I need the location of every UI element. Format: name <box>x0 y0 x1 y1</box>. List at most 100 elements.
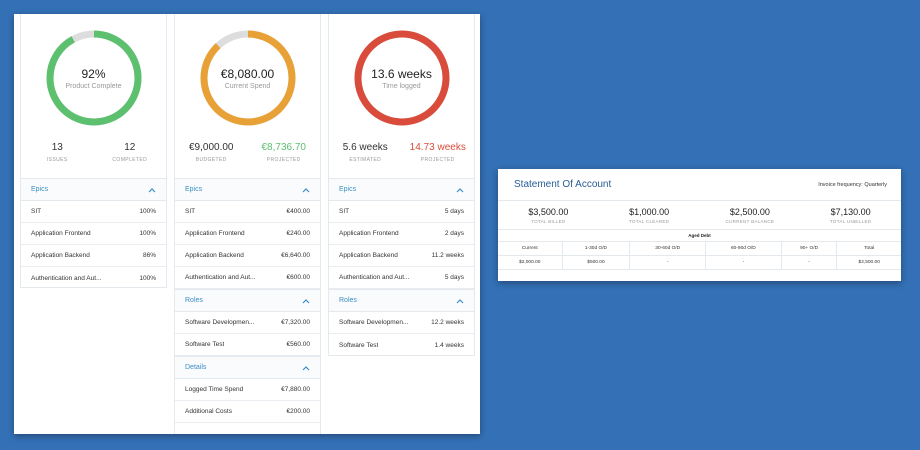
stat-value: $7,130.00 <box>830 206 871 217</box>
stat-label: TOTAL UNBILLED <box>829 218 872 224</box>
time-ring: 13.6 weeks Time logged <box>352 28 452 128</box>
total-unbilled-stat: $7,130.00 TOTAL UNBILLED <box>800 207 901 224</box>
list-item: Authentication and Aut... €600.00 <box>175 267 320 289</box>
list-item: SIT 5 days <box>329 201 474 223</box>
stats-row: 5.6 weeks ESTIMATED 14.73 weeks PROJECTE… <box>329 142 474 168</box>
list-item: SIT €400.00 <box>175 201 320 223</box>
statement-stats: $3,500.00 TOTAL BILLED $1,000.00 TOTAL C… <box>498 201 901 230</box>
row-value: €600.00 <box>286 274 311 281</box>
list-item: Software Developmen... €7,320.00 <box>175 312 320 334</box>
epics-section-header[interactable]: Epics <box>329 178 474 201</box>
chevron-up-icon[interactable] <box>302 298 310 304</box>
list-item: Software Developmen... 12.2 weeks <box>329 312 474 334</box>
table-cell: $2,000.00 <box>498 255 563 270</box>
invoice-frequency: Invoice frequency: Quarterly <box>818 181 887 188</box>
roles-section-header[interactable]: Roles <box>329 289 474 312</box>
row-label: Application Backend <box>339 252 398 259</box>
section-title: Details <box>185 364 207 371</box>
stat-value: 5.6 weeks <box>342 142 388 153</box>
stat-value: €9,000.00 <box>189 142 234 153</box>
stat-value: $1,000.00 <box>629 206 670 217</box>
epics-section-header[interactable]: Epics <box>21 178 166 201</box>
row-label: SIT <box>185 208 196 215</box>
stat-value: 12 <box>124 142 136 153</box>
row-label: Application Frontend <box>31 230 91 237</box>
row-label: Software Test <box>185 341 225 348</box>
spend-ring: €8,080.00 Current Spend <box>198 28 298 128</box>
table-cell: - <box>705 255 782 270</box>
table-cell: - <box>629 255 707 270</box>
row-value: €7,880.00 <box>281 386 310 393</box>
row-value: 1.4 weeks <box>434 341 464 349</box>
estimated-stat: 5.6 weeks ESTIMATED <box>329 142 402 168</box>
column-header: 90+ O/D <box>781 242 838 256</box>
list-item: Application Backend €6,640.00 <box>175 245 320 267</box>
row-label: Additional Costs <box>185 408 232 415</box>
total-billed-stat: $3,500.00 TOTAL BILLED <box>498 207 599 224</box>
details-section-header[interactable]: Details <box>175 356 320 379</box>
aged-debt-title: Aged Debt <box>498 230 901 242</box>
column-header: Current <box>498 242 563 256</box>
column-header: 1-30d O/D <box>562 242 631 256</box>
statement-of-account-panel: Statement Of Account Invoice frequency: … <box>498 169 901 281</box>
row-label: Application Backend <box>31 252 90 259</box>
chevron-up-icon[interactable] <box>456 298 464 304</box>
ring-value: €8,080.00 <box>220 66 275 81</box>
aged-debt-table: Current 1-30d O/D 30-60d O/D 60-90d O/D … <box>498 242 901 270</box>
stat-value: $3,500.00 <box>528 206 569 217</box>
column-header: 60-90d O/D <box>705 242 782 256</box>
row-label: Software Test <box>339 341 379 349</box>
ring-value: 92% <box>81 66 106 81</box>
time-column: 13.6 weeks Time logged 5.6 weeks ESTIMAT… <box>328 14 475 356</box>
chevron-up-icon[interactable] <box>302 365 310 371</box>
section-title: Epics <box>339 186 357 193</box>
column-header: 30-60d O/D <box>629 242 707 256</box>
list-item: Software Test €560.00 <box>175 334 320 356</box>
stats-row: €9,000.00 BUDGETED €8,736.70 PROJECTED <box>175 142 320 168</box>
row-label: Authentication and Aut... <box>31 274 102 282</box>
chevron-up-icon[interactable] <box>456 187 464 193</box>
spend-ring-graphic <box>200 30 295 126</box>
ring-caption: Current Spend <box>224 82 271 90</box>
row-value: 100% <box>139 208 156 215</box>
row-value: 12.2 weeks <box>431 319 464 326</box>
table-row: $2,000.00 $500.00 - - - $2,500.00 <box>498 255 901 270</box>
epics-section-header[interactable]: Epics <box>175 178 320 201</box>
row-label: Authentication and Aut... <box>339 274 410 281</box>
row-label: Application Backend <box>185 252 244 259</box>
list-item: Software Test 1.4 weeks <box>329 334 474 356</box>
stat-value: 14.73 weeks <box>409 142 466 153</box>
stat-label: PROJECTED <box>420 157 455 163</box>
row-label: Software Developmen... <box>339 319 409 326</box>
list-item: SIT 100% <box>21 201 166 223</box>
row-value: 11.2 weeks <box>431 252 464 259</box>
roles-section-header[interactable]: Roles <box>175 289 320 312</box>
list-item: Application Backend 86% <box>21 245 166 267</box>
progress-ring: 92% Product Complete <box>44 28 144 128</box>
row-value: €7,320.00 <box>281 319 310 326</box>
chevron-up-icon[interactable] <box>148 187 156 193</box>
row-value: €400.00 <box>286 208 311 215</box>
stat-label: BUDGETED <box>195 157 227 163</box>
row-value: €240.00 <box>286 230 311 237</box>
row-label: Software Developmen... <box>185 319 255 326</box>
current-balance-stat: $2,500.00 CURRENT BALANCE <box>700 207 801 224</box>
list-item: Application Frontend 100% <box>21 223 166 245</box>
progress-ring-graphic <box>46 30 141 126</box>
time-ring-graphic <box>354 30 449 126</box>
stat-label: ISSUES <box>46 157 68 163</box>
stat-value: €8,736.70 <box>261 142 307 153</box>
section-title: Epics <box>185 186 203 193</box>
list-item: Logged Time Spend €7,880.00 <box>175 379 320 401</box>
row-label: SIT <box>31 208 42 215</box>
projected-stat: €8,736.70 PROJECTED <box>248 142 321 168</box>
chevron-up-icon[interactable] <box>302 187 310 193</box>
stat-value: $2,500.00 <box>729 206 770 217</box>
list-item <box>175 423 320 434</box>
projected-stat: 14.73 weeks PROJECTED <box>402 142 475 168</box>
statement-header: Statement Of Account Invoice frequency: … <box>498 169 901 201</box>
stat-value: 13 <box>51 142 63 153</box>
row-label: Logged Time Spend <box>185 386 244 393</box>
row-value: 5 days <box>444 274 464 281</box>
stat-label: CURRENT BALANCE <box>725 218 775 224</box>
